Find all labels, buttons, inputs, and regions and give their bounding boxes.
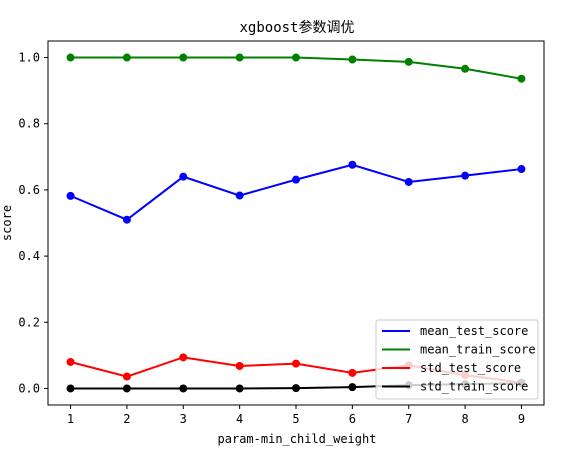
data-point [292, 175, 300, 184]
data-point [179, 384, 188, 393]
data-point [348, 55, 357, 64]
legend-box [375, 319, 539, 400]
data-point [179, 53, 188, 62]
series-mean-train-score [66, 53, 526, 83]
x-axis-title: param-min_child_weight [218, 432, 377, 446]
data-point [122, 53, 131, 62]
data-point [404, 57, 413, 66]
x-tick-label: 8 [461, 412, 468, 426]
data-point [235, 384, 244, 393]
y-tick-label: 0.6 [18, 183, 40, 197]
legend: mean_test_score mean_train_score std_test_… [375, 319, 539, 400]
y-tick-label: 0.8 [18, 117, 40, 131]
data-point [292, 384, 300, 393]
data-point [404, 177, 413, 186]
data-point [122, 372, 131, 381]
data-point [235, 53, 244, 62]
x-tick-label: 4 [236, 412, 243, 426]
y-tick-label: 1.0 [18, 51, 40, 65]
x-tick-label: 2 [123, 412, 130, 426]
series-line [70, 163, 522, 221]
data-point [517, 165, 526, 174]
data-point [66, 384, 75, 393]
data-point [122, 384, 131, 393]
x-tick-label: 1 [67, 412, 74, 426]
data-point [348, 383, 357, 392]
x-tick-label: 3 [180, 412, 187, 426]
data-point [122, 215, 131, 224]
data-point [179, 353, 188, 362]
legend-label: mean_train_score [420, 343, 536, 357]
legend-label: std_train_score [420, 380, 528, 394]
legend-label: mean_test_score [420, 324, 528, 338]
data-point [235, 361, 244, 370]
data-point [348, 160, 357, 169]
y-tick-label: 0.0 [18, 381, 40, 395]
y-tick-label: 0.4 [18, 249, 40, 263]
x-tick-label: 5 [292, 412, 299, 426]
x-axis: 1 2 3 4 5 6 7 8 9 [67, 405, 525, 426]
data-point [235, 191, 244, 200]
series-mean-test-score [66, 160, 526, 224]
x-tick-label: 7 [405, 412, 412, 426]
y-tick-label: 0.2 [18, 315, 40, 329]
data-point [179, 172, 188, 181]
data-point [461, 64, 470, 73]
data-point [292, 53, 300, 62]
data-point [66, 53, 75, 62]
data-point [292, 359, 300, 368]
legend-label: std_test_score [420, 361, 521, 375]
data-point [66, 191, 75, 200]
data-point [66, 357, 75, 366]
data-point [348, 368, 357, 377]
y-axis: 0.0 0.2 0.4 0.6 0.8 1.0 [18, 51, 48, 395]
chart-title: xgboost参数调优 [239, 19, 354, 36]
x-tick-label: 9 [518, 412, 525, 426]
data-point [517, 74, 526, 83]
y-axis-title: score [0, 205, 14, 241]
data-point [461, 171, 470, 180]
x-tick-label: 6 [349, 412, 356, 426]
